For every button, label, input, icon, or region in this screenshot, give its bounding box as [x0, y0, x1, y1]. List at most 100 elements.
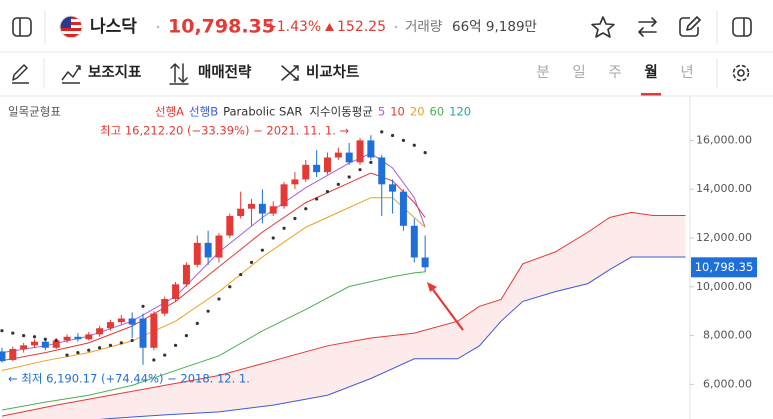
- cloud-line: [99, 256, 686, 419]
- chart-title: 일목균형표: [8, 105, 61, 119]
- period-tab[interactable]: 일: [572, 64, 585, 81]
- period-tab[interactable]: 월: [644, 64, 657, 81]
- legend: 선행A 선행B Parabolic SAR 지수이동평균 5 10 20 60 120: [155, 105, 471, 119]
- candle-body: [269, 206, 277, 214]
- last-price-label: 10,798.35: [695, 260, 754, 274]
- chart: 일목균형표 선행A 선행B Parabolic SAR 지수이동평균 5 10 20 60 12…: [0, 96, 757, 419]
- favorite-icon[interactable]: [591, 16, 615, 38]
- candle-body: [323, 157, 331, 173]
- header: 나스닥 10,798.35 +1.43% 152.25 거래량 66억 9,18…: [0, 10, 773, 53]
- candle-body: [74, 336, 82, 340]
- legend-item: 120: [449, 105, 471, 119]
- sar-dot: [195, 321, 199, 325]
- sar-dot: [54, 338, 58, 343]
- legend-item: Parabolic SAR: [223, 105, 302, 119]
- moving-average-line: [1, 172, 426, 362]
- panel-toggle-icon[interactable]: [732, 17, 752, 37]
- sar-dot: [412, 143, 416, 147]
- period-tab[interactable]: 년: [680, 64, 693, 81]
- candle-body: [106, 322, 114, 329]
- candle-body: [139, 318, 147, 348]
- us-flag: [60, 16, 82, 38]
- sar-dot: [260, 248, 264, 252]
- tool-label[interactable]: 보조지표: [88, 64, 141, 81]
- sar-dot: [0, 329, 4, 333]
- low-annotation: ← 최저 6,190.17 (+74.44%) − 2018. 12. 1.: [8, 372, 250, 386]
- tool-label[interactable]: 비교차트: [306, 64, 359, 81]
- callout-arrowhead: [427, 282, 437, 292]
- sar-dot: [358, 168, 362, 172]
- sar-dot: [32, 335, 37, 339]
- sar-dot: [293, 216, 297, 221]
- tool-label[interactable]: 매매전략: [198, 63, 252, 81]
- sar-dot: [336, 182, 340, 186]
- up-triangle: [325, 23, 334, 31]
- change-amount: 152.25: [337, 19, 386, 35]
- sar-dot: [65, 353, 69, 357]
- ichimoku-cloud: [1, 212, 686, 419]
- moving-average-line: [1, 152, 426, 354]
- candle-body: [161, 298, 169, 314]
- candle-body: [421, 257, 429, 268]
- candle-body: [52, 340, 60, 348]
- sar-dot: [282, 226, 286, 230]
- sidebar-toggle-icon[interactable]: [12, 17, 32, 37]
- indicator-icon[interactable]: [61, 65, 81, 84]
- y-tick-label: 12,000.00: [696, 231, 752, 244]
- sar-dot: [11, 331, 15, 335]
- candle-body: [117, 318, 125, 323]
- candle-body: [302, 164, 310, 180]
- sar-dot: [347, 175, 351, 179]
- candle-body: [96, 328, 104, 335]
- candle-body: [31, 341, 39, 346]
- sar-dot: [87, 348, 91, 352]
- sar-dot: [206, 309, 210, 313]
- legend-item: 10: [390, 105, 405, 119]
- sar-dot: [152, 358, 156, 362]
- candle-body: [399, 191, 407, 226]
- candle-body: [237, 208, 245, 217]
- candle-body: [20, 345, 28, 349]
- settings-icon[interactable]: [732, 64, 750, 82]
- sar-dot: [239, 272, 243, 277]
- toolbar: 보조지표 매매전략 비교차트 분 일 주 월 년: [0, 58, 773, 97]
- period-tab[interactable]: 주: [608, 65, 621, 81]
- candle-body: [389, 184, 397, 192]
- compare-icon[interactable]: [281, 65, 299, 81]
- moving-average-line: [1, 271, 426, 411]
- candle-body: [0, 351, 6, 362]
- sar-dot: [217, 297, 221, 301]
- sar-dot: [163, 353, 167, 357]
- candle-body: [63, 336, 71, 341]
- draw-icon[interactable]: [12, 64, 29, 84]
- sar-dot: [315, 197, 319, 201]
- sar-dot: [380, 130, 384, 134]
- candle-body: [280, 184, 288, 207]
- edit-icon[interactable]: [679, 16, 701, 37]
- legend-item: 5: [378, 105, 385, 119]
- legend-item: 선행B: [189, 105, 218, 119]
- sar-dot: [423, 150, 427, 155]
- candle-body: [193, 242, 201, 265]
- candle-body: [9, 348, 17, 360]
- sar-dot: [401, 138, 406, 143]
- high-annotation: 최고 16,212.20 (−33.39%) − 2021. 11. 1. →: [100, 124, 350, 138]
- candle-body: [291, 179, 299, 185]
- candle-body: [345, 152, 353, 163]
- y-tick-label: 8,000.00: [703, 329, 752, 342]
- period-tab[interactable]: 분: [536, 65, 549, 81]
- candle-body: [378, 157, 386, 185]
- y-tick-label: 16,000.00: [696, 133, 752, 146]
- strategy-icon[interactable]: [169, 62, 189, 85]
- candle-body: [313, 164, 321, 173]
- candle-body: [172, 284, 180, 299]
- y-tick-label: 10,000.00: [696, 280, 752, 293]
- candle-body: [215, 235, 223, 258]
- swap-icon[interactable]: [638, 17, 657, 37]
- candle-body: [410, 225, 418, 258]
- dot: [394, 25, 398, 29]
- sar-dot: [304, 207, 308, 211]
- sar-dot: [369, 160, 373, 164]
